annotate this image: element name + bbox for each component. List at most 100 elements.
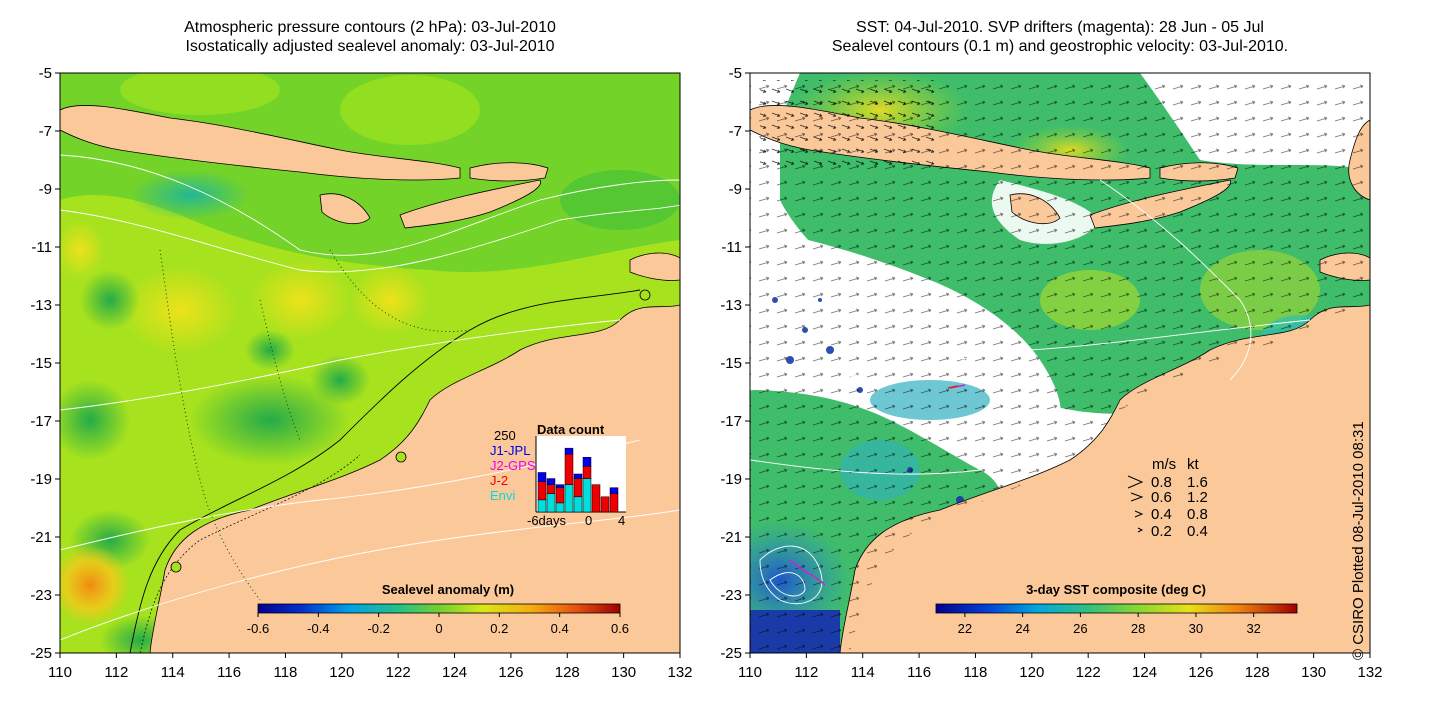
sst-colorbar-tick: 24 [1015,621,1029,636]
data-count-bar-segment [573,473,583,479]
right-title-line1: SST: 04-Jul-2010. SVP drifters (magenta)… [856,19,1264,36]
right-title: SST: 04-Jul-2010. SVP drifters (magenta)… [720,18,1400,56]
right-x-tick-label: 112 [794,664,818,681]
sla-colorbar-tick: -0.2 [367,621,389,636]
velocity-legend-kt-3: 0.4 [1187,523,1208,540]
data-count-xlabel-zero: 0 [585,513,592,528]
velocity-legend-kt-0: 1.6 [1187,474,1208,491]
data-count-bar-segment [573,496,583,513]
right-x-tick-label: 118 [963,664,987,681]
data-count-bar-segment [555,487,565,504]
tide-gauge-marker [395,451,407,463]
left-y-tick-label: -19 [30,471,52,488]
data-count-xlabel-end: 4 [618,513,625,528]
left-y-tick-label: -7 [39,123,52,140]
right-y-tick-label: -5 [729,65,742,82]
velocity-legend-ms-1: 0.6 [1151,489,1172,506]
sla-colorbar-tick: 0 [435,621,442,636]
velocity-legend-header-ms: m/s [1152,456,1176,473]
left-y-tick-label: -25 [30,645,52,662]
sla-colorbar-tick: 0.6 [611,621,629,636]
left-axes: 110 112 114 116 118 120 122 124 126 128 130 132 -5 -7… [30,65,692,681]
sla-colorbar-tick: 0.2 [490,621,508,636]
data-count-bar-segment [564,453,574,485]
tide-gauge-marker [170,561,182,573]
data-count-bar-segment [582,457,592,467]
legend-j2-gps: J2-GPS [490,458,536,473]
left-title-line2: Isostatically adjusted sealevel anomaly:… [185,38,555,55]
velocity-legend: m/s kt 0.8 1.6 0.6 1.2 0.4 0.8 0.2 0.4 [1127,456,1208,540]
data-count-bars [537,447,619,513]
velocity-legend-ms-3: 0.2 [1151,523,1172,540]
data-count-bar-segment [582,478,592,513]
sla-colorbar-tick: 0.4 [551,621,569,636]
data-count-bar-segment [555,502,565,513]
right-x-tick-label: 116 [907,664,931,681]
velocity-legend-header-kt: kt [1187,456,1200,473]
right-y-tick-label: -19 [720,471,742,488]
right-y-tick-label: -17 [720,413,742,430]
data-count-title: Data count [537,422,605,437]
left-x-tick-label: 130 [611,664,636,681]
left-y-tick-label: -5 [39,65,52,82]
right-y-tick-label: -13 [720,297,742,314]
right-x-tick-label: 128 [1245,664,1270,681]
left-x-tick-label: 124 [442,664,467,681]
right-y-tick-label: -23 [720,587,742,604]
sla-colorbar-label: Sealevel anomaly (m) [382,582,514,597]
sst-colorbar-tick: 30 [1189,621,1203,636]
left-x-tick-label: 110 [48,664,72,681]
data-count-bar-segment [609,487,619,495]
data-count-bar-segment [537,472,547,482]
svp-drifter-track [789,559,826,586]
right-title-line2: Sealevel contours (0.1 m) and geostrophi… [831,38,1289,55]
left-title: Atmospheric pressure contours (2 hPa): 0… [60,18,680,56]
data-count-bar-segment [546,478,556,485]
right-x-tick-label: 122 [1076,664,1101,681]
data-count-bar-segment [582,466,592,479]
data-count-bar-segment [537,481,547,501]
left-y-tick-label: -15 [30,355,52,372]
sst-colorbar-tick: 28 [1131,621,1145,636]
data-count-bar-segment [564,484,574,513]
sla-colorbar: Sealevel anomaly (m) -0.6 -0.4 -0.2 0 0.2 0.4… [247,582,629,636]
sla-colorbar-tick: -0.4 [307,621,329,636]
left-x-tick-label: 128 [555,664,580,681]
left-x-tick-label: 126 [498,664,523,681]
right-x-tick-label: 114 [851,664,875,681]
sla-colorbar-ramp [257,603,621,614]
left-y-tick-label: -23 [30,587,52,604]
data-count-inset: Data count 250 -6days 0 4 J1-JPL J2-GPS … [490,422,626,528]
left-y-tick-label: -13 [30,297,52,314]
left-map [60,73,680,653]
data-count-xlabel-start: -6days [527,513,567,528]
velocity-legend-ms-2: 0.4 [1151,506,1172,523]
australia-land [149,304,680,653]
data-count-bar-segment [564,447,574,455]
right-x-tick-label: 126 [1188,664,1213,681]
data-count-bar-segment [591,484,601,513]
arrow-04-icon [1134,510,1144,518]
left-x-tick-label: 118 [273,664,297,681]
right-y-tick-label: -9 [729,181,742,198]
data-count-bar-segment [546,493,556,513]
right-map [750,73,1370,653]
data-count-bar-segment [537,499,547,513]
left-x-tick-label: 132 [667,664,692,681]
velocity-arrows [750,73,1370,653]
right-axes: 110 112 114 116 118 120 122 124 126 128 130 132 -5 -7… [720,65,1382,681]
left-x-tick-label: 120 [329,664,354,681]
right-y-tick-label: -7 [729,123,742,140]
tide-gauge-marker [639,289,651,301]
right-x-tick-label: 110 [738,664,762,681]
velocity-legend-ms-0: 0.8 [1151,474,1172,491]
left-x-tick-label: 112 [104,664,128,681]
right-x-tick-label: 132 [1357,664,1382,681]
right-x-tick-label: 130 [1301,664,1326,681]
left-x-tick-label: 116 [217,664,241,681]
right-y-tick-label: -11 [721,239,742,256]
legend-j1-jpl: J1-JPL [490,443,530,458]
legend-j-2: J-2 [490,473,508,488]
arrow-02-icon [1137,527,1144,533]
